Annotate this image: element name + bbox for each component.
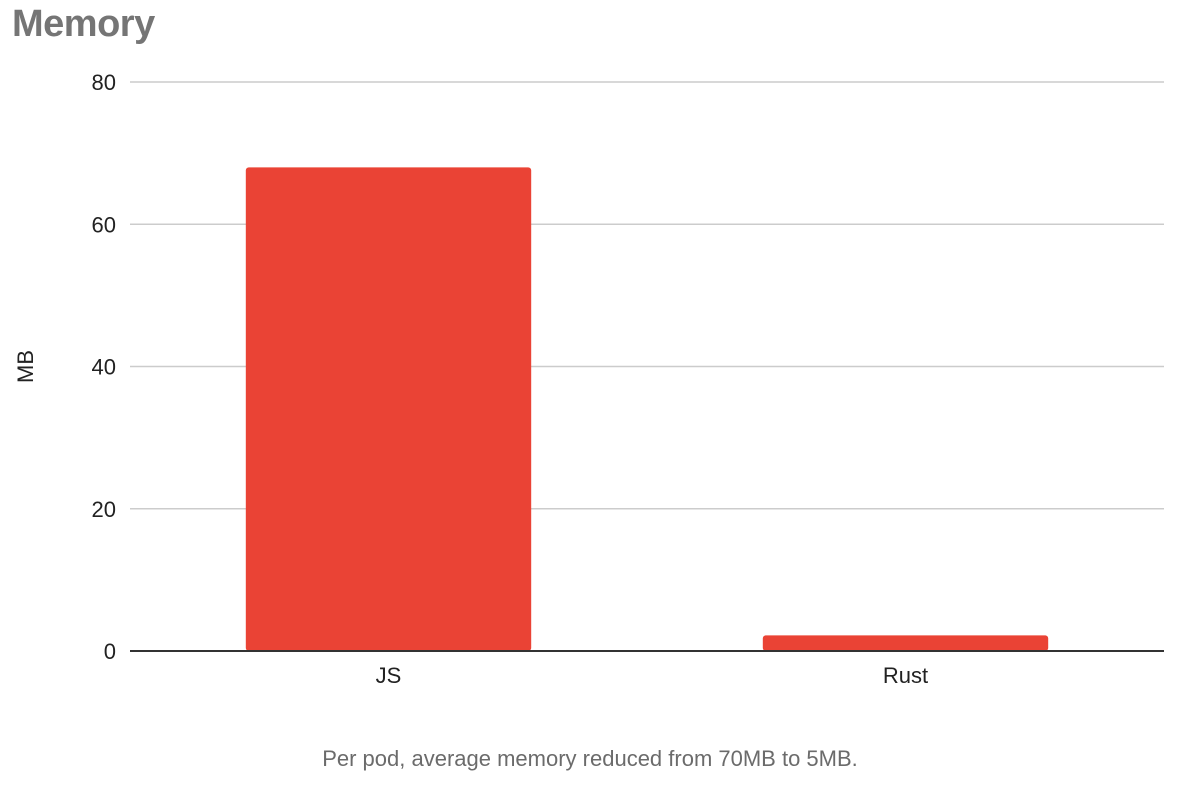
- bars: [245, 167, 1049, 651]
- y-axis-ticks: 0 20 40 60 80: [92, 70, 116, 664]
- x-tick-label: JS: [376, 663, 402, 688]
- chart-title: Memory: [12, 3, 155, 45]
- y-tick-label: 80: [92, 70, 116, 95]
- y-tick-label: 60: [92, 212, 116, 237]
- x-tick-label: Rust: [883, 663, 928, 688]
- bar-rust: [762, 635, 1049, 651]
- y-tick-label: 20: [92, 497, 116, 522]
- y-axis-label: MB: [13, 350, 38, 383]
- bar-js: [245, 167, 532, 651]
- y-tick-label: 40: [92, 355, 116, 380]
- y-tick-label: 0: [104, 639, 116, 664]
- x-axis-ticks: JS Rust: [376, 663, 928, 688]
- chart-caption: Per pod, average memory reduced from 70M…: [322, 746, 858, 771]
- bar-chart: 0 20 40 60 80 JS Rust MB: [13, 70, 1164, 688]
